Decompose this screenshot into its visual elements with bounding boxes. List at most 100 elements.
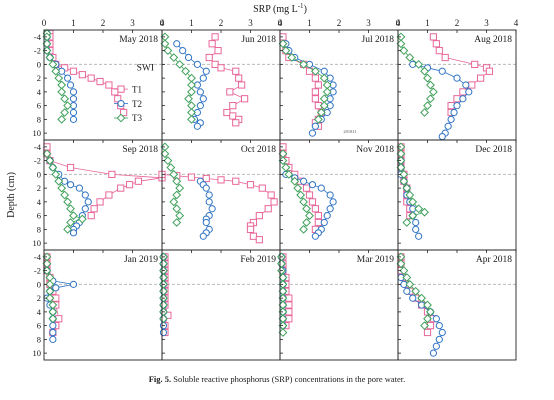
data-point-t3 bbox=[302, 218, 311, 227]
data-point-t1 bbox=[226, 88, 234, 96]
data-point-t2 bbox=[52, 284, 60, 292]
legend-label-t1: T1 bbox=[132, 84, 142, 94]
data-point-t3 bbox=[414, 204, 424, 214]
data-point-t1 bbox=[117, 184, 125, 192]
data-point-t3 bbox=[184, 94, 193, 104]
data-point-t3 bbox=[426, 94, 435, 104]
panel-frame bbox=[161, 249, 281, 361]
data-point-t3 bbox=[423, 314, 432, 324]
data-point-t3 bbox=[60, 108, 70, 117]
data-point-t3 bbox=[316, 108, 326, 117]
x-tick-label: 2 bbox=[455, 18, 460, 28]
data-point-t3 bbox=[319, 73, 329, 83]
data-point-t3 bbox=[54, 73, 64, 83]
data-point-t1 bbox=[429, 33, 437, 41]
data-point-t2 bbox=[308, 129, 317, 137]
data-point-t3 bbox=[299, 197, 309, 207]
panel-frame bbox=[161, 29, 281, 141]
data-point-t1 bbox=[208, 40, 216, 48]
data-point-t1 bbox=[302, 184, 311, 192]
data-point-t1 bbox=[305, 191, 314, 199]
data-point-t3 bbox=[278, 39, 288, 49]
data-point-t1 bbox=[255, 236, 263, 244]
data-point-t1 bbox=[432, 40, 440, 48]
data-point-t3 bbox=[63, 101, 73, 111]
data-point-t3 bbox=[48, 314, 58, 324]
data-point-t3 bbox=[51, 66, 61, 76]
data-point-t3 bbox=[290, 176, 300, 186]
data-point-t2 bbox=[66, 81, 75, 89]
panel-frame bbox=[397, 249, 517, 361]
data-point-t2 bbox=[81, 205, 89, 213]
figure-caption: Fig. 5. Soluble reactive phosphorus (SRP… bbox=[0, 374, 554, 384]
data-point-t1 bbox=[270, 198, 278, 206]
y-tick-label: 10 bbox=[33, 238, 42, 248]
data-point-t1 bbox=[468, 81, 476, 89]
caption-text: Soluble reactive phosphorus (SRP) concen… bbox=[173, 374, 406, 384]
data-point-t1 bbox=[258, 184, 266, 192]
data-point-t2 bbox=[326, 205, 334, 213]
data-point-t1 bbox=[314, 81, 322, 89]
data-point-t2 bbox=[196, 102, 204, 110]
data-point-t3 bbox=[160, 149, 170, 159]
data-point-t3 bbox=[172, 218, 182, 227]
y-tick-label: 0 bbox=[37, 169, 41, 179]
data-point-t1 bbox=[223, 108, 231, 117]
data-point-t3 bbox=[405, 279, 415, 289]
panel-mar-2019: Mar 2019 bbox=[277, 249, 399, 361]
data-point-t1 bbox=[229, 102, 237, 110]
data-point-t2 bbox=[196, 88, 204, 96]
data-point-t3 bbox=[48, 59, 58, 69]
data-point-t1 bbox=[471, 60, 479, 68]
data-point-t1 bbox=[211, 33, 219, 41]
data-point-t1 bbox=[232, 119, 240, 127]
data-point-t2 bbox=[199, 232, 207, 240]
data-point-t3 bbox=[175, 59, 185, 69]
data-point-t2 bbox=[444, 122, 452, 130]
data-point-t1 bbox=[164, 311, 172, 319]
y-tick-label: 6 bbox=[37, 101, 41, 111]
x-tick-label: 3 bbox=[366, 18, 371, 28]
data-point-t1 bbox=[447, 102, 455, 110]
data-point-t3 bbox=[426, 80, 435, 90]
data-point-t1 bbox=[453, 95, 461, 103]
data-point-t2 bbox=[409, 294, 417, 302]
data-point-t1 bbox=[205, 53, 213, 62]
data-point-t1 bbox=[217, 64, 225, 72]
data-point-t2 bbox=[429, 349, 437, 357]
data-point-t3 bbox=[402, 273, 412, 282]
data-point-t2 bbox=[438, 328, 446, 337]
data-point-t3 bbox=[299, 224, 309, 234]
legend-label-t2: T2 bbox=[132, 99, 142, 109]
data-point-t2 bbox=[193, 122, 201, 130]
data-point-t2 bbox=[453, 102, 461, 110]
data-point-t3 bbox=[420, 207, 429, 217]
data-point-t2 bbox=[323, 212, 331, 220]
data-point-t2 bbox=[193, 60, 201, 68]
data-point-t2 bbox=[159, 328, 168, 337]
x-tick-label: 1 bbox=[425, 18, 430, 28]
data-point-t3 bbox=[187, 114, 196, 124]
data-point-t3 bbox=[169, 169, 179, 179]
data-point-t1 bbox=[241, 95, 249, 103]
data-point-t2 bbox=[320, 218, 328, 227]
panel-title: Jun 2018 bbox=[241, 35, 276, 45]
data-point-t1 bbox=[134, 177, 143, 185]
panel-stamp: 201811 bbox=[343, 129, 356, 134]
data-point-t3 bbox=[408, 197, 418, 207]
data-point-t1 bbox=[90, 205, 98, 213]
legend-marker-t2 bbox=[117, 99, 125, 108]
data-point-t3 bbox=[296, 190, 306, 200]
panel-title: May 2018 bbox=[119, 35, 158, 45]
data-point-t1 bbox=[246, 181, 255, 189]
data-point-t1 bbox=[187, 173, 196, 181]
data-point-t2 bbox=[75, 184, 84, 192]
data-point-t2 bbox=[415, 232, 423, 240]
data-point-t3 bbox=[281, 46, 291, 56]
data-point-t1 bbox=[232, 177, 240, 185]
data-point-t3 bbox=[169, 197, 179, 207]
x-tick-label: 0 bbox=[396, 18, 401, 28]
caption-label: Fig. 5. bbox=[148, 374, 172, 384]
data-point-t2 bbox=[320, 67, 328, 75]
data-point-t2 bbox=[205, 198, 213, 206]
